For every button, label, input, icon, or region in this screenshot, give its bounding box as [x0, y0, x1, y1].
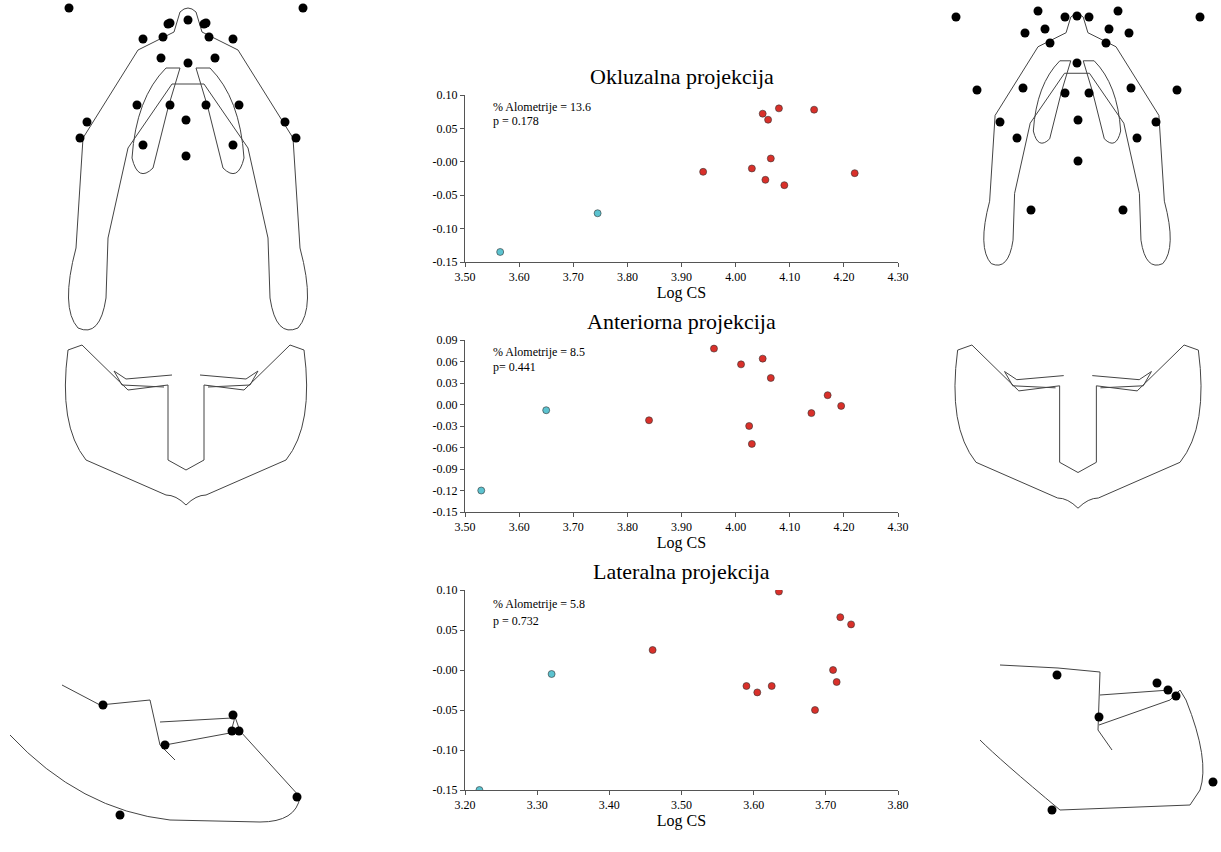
svg-text:0.10: 0.10 — [437, 88, 458, 102]
svg-text:Okluzalna projekcija: Okluzalna projekcija — [590, 64, 774, 89]
svg-text:-0.09: -0.09 — [433, 462, 458, 476]
svg-text:3.50: 3.50 — [671, 798, 692, 812]
svg-text:4.20: 4.20 — [833, 520, 854, 534]
svg-text:p = 0.732: p = 0.732 — [493, 614, 539, 628]
svg-text:0.03: 0.03 — [437, 376, 458, 390]
svg-text:0.05: 0.05 — [437, 623, 458, 637]
svg-text:4.00: 4.00 — [725, 520, 746, 534]
svg-text:3.40: 3.40 — [599, 798, 620, 812]
svg-text:-0.12: -0.12 — [433, 484, 458, 498]
svg-text:3.60: 3.60 — [509, 520, 530, 534]
svg-text:0.00: 0.00 — [437, 398, 458, 412]
svg-text:3.50: 3.50 — [455, 270, 476, 284]
svg-text:% Alometrije = 8.5: % Alometrije = 8.5 — [493, 345, 585, 359]
svg-text:3.20: 3.20 — [455, 798, 476, 812]
svg-text:Log CS: Log CS — [657, 284, 706, 302]
svg-text:3.30: 3.30 — [527, 798, 548, 812]
svg-text:-0.06: -0.06 — [433, 441, 458, 455]
svg-text:4.10: 4.10 — [779, 270, 800, 284]
svg-text:% Alometrije = 5.8: % Alometrije = 5.8 — [493, 597, 585, 611]
svg-text:3.70: 3.70 — [815, 798, 836, 812]
svg-text:-0.10: -0.10 — [433, 222, 458, 236]
svg-text:4.30: 4.30 — [888, 520, 909, 534]
svg-text:Lateralna projekcija: Lateralna projekcija — [593, 559, 770, 584]
svg-text:Anteriorna projekcija: Anteriorna projekcija — [587, 309, 776, 334]
svg-text:-0.00: -0.00 — [433, 663, 458, 677]
svg-text:-0.15: -0.15 — [433, 255, 458, 269]
svg-text:0.09: 0.09 — [437, 333, 458, 347]
svg-text:3.60: 3.60 — [509, 270, 530, 284]
svg-text:3.80: 3.80 — [888, 798, 909, 812]
svg-text:-0.05: -0.05 — [433, 188, 458, 202]
svg-text:4.10: 4.10 — [779, 520, 800, 534]
svg-text:-0.10: -0.10 — [433, 743, 458, 757]
svg-text:0.10: 0.10 — [437, 583, 458, 597]
svg-text:3.80: 3.80 — [617, 270, 638, 284]
svg-text:3.70: 3.70 — [563, 520, 584, 534]
svg-text:4.30: 4.30 — [888, 270, 909, 284]
svg-text:4.00: 4.00 — [725, 270, 746, 284]
svg-text:p = 0.178: p = 0.178 — [493, 114, 539, 128]
svg-text:3.90: 3.90 — [671, 520, 692, 534]
svg-text:4.20: 4.20 — [833, 270, 854, 284]
svg-text:p= 0.441: p= 0.441 — [493, 360, 536, 374]
svg-text:3.60: 3.60 — [743, 798, 764, 812]
svg-text:-0.15: -0.15 — [433, 783, 458, 797]
svg-text:-0.00: -0.00 — [433, 155, 458, 169]
svg-text:3.80: 3.80 — [617, 520, 638, 534]
svg-text:0.05: 0.05 — [437, 122, 458, 136]
svg-text:Log CS: Log CS — [657, 534, 706, 552]
svg-text:Log CS: Log CS — [657, 812, 706, 830]
svg-text:-0.05: -0.05 — [433, 703, 458, 717]
svg-text:0.06: 0.06 — [437, 355, 458, 369]
svg-text:% Alometrije = 13.6: % Alometrije = 13.6 — [493, 100, 591, 114]
svg-text:3.70: 3.70 — [563, 270, 584, 284]
svg-text:-0.03: -0.03 — [433, 419, 458, 433]
svg-text:3.90: 3.90 — [671, 270, 692, 284]
svg-text:-0.15: -0.15 — [433, 505, 458, 519]
svg-text:3.50: 3.50 — [455, 520, 476, 534]
